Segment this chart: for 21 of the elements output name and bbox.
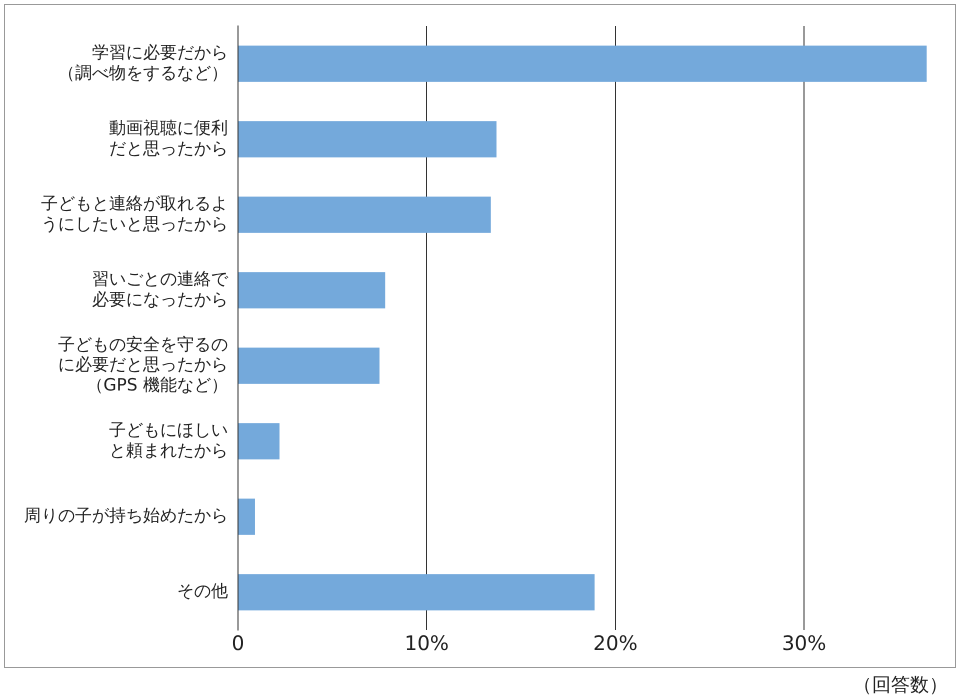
bar <box>238 498 255 535</box>
y-tick-label: 動画視聴に便利だと思ったから <box>109 118 228 159</box>
bar <box>238 348 380 384</box>
bar <box>238 574 595 610</box>
bar <box>238 46 927 82</box>
x-tick-label: 10% <box>404 631 449 656</box>
y-tick-label: 子どもと連絡が取れるようにしたいと思ったから <box>41 194 228 234</box>
bar <box>238 423 280 460</box>
y-tick-label: 子どもの安全を守るのに必要だと思ったから（GPS 機能など） <box>58 334 228 396</box>
y-tick-label: 習いごとの連絡で必要になったから <box>92 269 229 310</box>
bar <box>238 196 491 233</box>
y-tick-label: その他 <box>177 582 228 602</box>
y-tick-label: 周りの子が持ち始めたから <box>24 506 228 526</box>
y-tick-label: 子どもにほしいと頼まれたから <box>109 420 228 461</box>
x-tick-label: 30% <box>782 631 826 656</box>
x-tick-label: 0 <box>232 631 244 656</box>
bar <box>238 272 386 308</box>
y-tick-label: 学習に必要だから（調べ物をするなど） <box>58 42 228 84</box>
x-tick-label: 20% <box>593 631 638 656</box>
bar <box>238 121 496 158</box>
text: （回答数） <box>853 673 948 698</box>
